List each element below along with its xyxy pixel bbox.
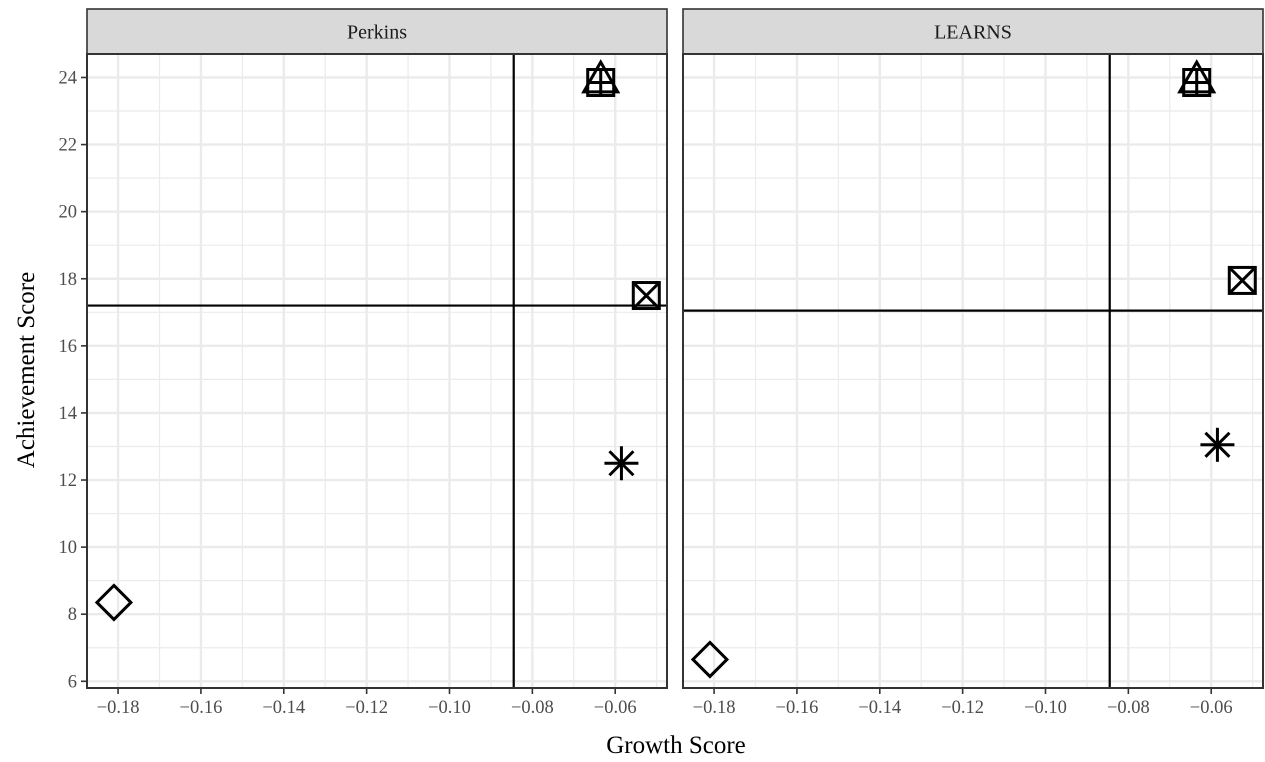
y-tick-label: 6 <box>68 672 77 692</box>
x-axis-title: Growth Score <box>606 732 746 759</box>
data-point-square-x <box>631 281 661 311</box>
panel-2: LEARNS −0.18 −0.16 −0.14 −0.12 −0.10 −0.08 −0.0… <box>682 8 1264 718</box>
data-point-square-plus <box>586 68 616 98</box>
x-tick-label: −0.12 <box>941 698 984 718</box>
x-tick-label: −0.18 <box>97 698 140 718</box>
x-tick-label: −0.06 <box>1190 698 1233 718</box>
x-tick-label: −0.12 <box>345 698 388 718</box>
x-tick-label: −0.14 <box>858 698 901 718</box>
y-tick-label: 18 <box>59 270 78 290</box>
x-tick-label: −0.16 <box>776 698 819 718</box>
x-tick-label: −0.18 <box>693 698 736 718</box>
y-tick-label: 20 <box>59 203 78 223</box>
point-diamond <box>690 640 730 679</box>
x-tick-label: −0.08 <box>1107 698 1150 718</box>
point-asterisk-diag2 <box>1204 431 1231 458</box>
panels-layer: Perkins −0.18 −0.16 −0.14 −0.12 −0.10 −0.08 −0.… <box>59 8 1264 718</box>
data-point-diamond <box>94 583 134 622</box>
point-diamond <box>94 583 134 622</box>
x-tick-label: −0.06 <box>594 698 637 718</box>
panel-border <box>86 53 668 689</box>
panel-1: Perkins −0.18 −0.16 −0.14 −0.12 −0.10 −0.08 −0.… <box>59 8 668 718</box>
data-point-square-x <box>1227 265 1257 295</box>
data-point-asterisk <box>604 446 639 481</box>
point-square-x-line2 <box>632 281 661 310</box>
data-point-asterisk <box>1200 427 1235 462</box>
point-square-x-line2 <box>1228 266 1257 295</box>
strip-background <box>86 8 668 55</box>
y-tick-label: 24 <box>59 68 78 88</box>
x-tick-label: −0.16 <box>180 698 223 718</box>
y-tick-label: 16 <box>59 337 78 357</box>
y-tick-label: 8 <box>68 605 77 625</box>
x-tick-label: −0.10 <box>428 698 471 718</box>
point-asterisk-diag2 <box>608 450 635 477</box>
plot-area <box>683 54 1263 688</box>
y-tick-label: 14 <box>59 404 78 424</box>
x-tick-label: −0.08 <box>511 698 554 718</box>
point-square-x-box <box>1227 265 1257 295</box>
x-tick-label: −0.10 <box>1024 698 1067 718</box>
panel-border <box>682 53 1264 689</box>
strip-title: Perkins <box>347 22 407 44</box>
plot-area <box>87 54 667 688</box>
data-point-diamond <box>690 640 730 679</box>
point-square-x-box <box>631 281 661 311</box>
y-axis-title: Achievement Score <box>13 272 40 468</box>
x-tick-label: −0.14 <box>262 698 305 718</box>
plot-background <box>87 54 667 688</box>
y-tick-label: 22 <box>59 136 78 156</box>
strip-title: LEARNS <box>934 22 1012 44</box>
plot-background <box>683 54 1263 688</box>
data-point-square-plus <box>1182 68 1212 98</box>
y-tick-label: 12 <box>59 471 78 491</box>
y-tick-label: 10 <box>59 538 78 558</box>
